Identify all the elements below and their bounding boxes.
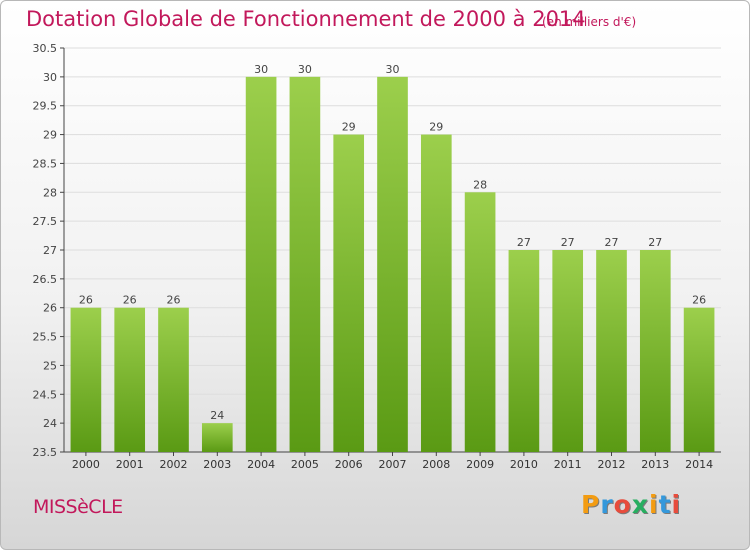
y-tick-label: 26 [43,302,57,315]
bar [552,250,584,452]
y-tick-label: 29.5 [33,100,58,113]
brand-letter: i [649,490,659,519]
x-tick-label: 2002 [160,458,188,471]
bar-value-label: 30 [298,63,312,76]
bar [201,423,233,452]
y-tick-label: 30.5 [33,42,58,55]
bar [70,307,102,452]
brand-letter: P [581,490,601,519]
x-tick-label: 2011 [554,458,582,471]
brand-letter: i [671,490,682,519]
y-tick-label: 30 [43,71,57,84]
bar [508,250,540,452]
bar [333,134,365,453]
x-tick-label: 2008 [422,458,450,471]
brand-letter: o [613,490,632,519]
y-tick-label: 25.5 [33,331,58,344]
bar-value-label: 27 [605,236,619,249]
y-tick-label: 27.5 [33,215,58,228]
bar [114,307,146,452]
bar-value-label: 26 [167,294,181,307]
bar-value-label: 27 [561,236,575,249]
data-labels: 26 26 26 24 30 30 29 30 29 28 27 27 27 27 26 [79,63,706,422]
brand-letter: t [658,490,672,519]
x-tick-label: 2014 [685,458,713,471]
x-tick-label: 2001 [116,458,144,471]
proxiti-logo[interactable]: Proxiti [581,490,681,519]
commune-name: MISSèCLE [33,496,123,518]
bar-value-label: 27 [517,236,531,249]
bar [245,76,277,452]
y-tick-label: 23.5 [33,446,58,459]
bar [639,250,671,452]
x-tick-label: 2004 [247,458,275,471]
bar [683,307,715,452]
chart-subtitle: (en milliers d'€) [542,15,637,29]
bar-value-label: 26 [692,294,706,307]
x-tick-label: 2000 [72,458,100,471]
bar [596,250,627,452]
bar-value-label: 29 [342,121,356,134]
bar-value-label: 24 [210,409,224,422]
y-tick-label: 28 [43,186,57,199]
bar-value-label: 26 [123,294,137,307]
bar-value-label: 28 [473,178,487,191]
bar-value-label: 29 [429,121,443,134]
bar-value-label: 27 [648,236,662,249]
y-tick-label: 28.5 [33,157,58,170]
y-tick-label: 24.5 [33,388,58,401]
x-tick-label: 2003 [203,458,231,471]
x-tick-label: 2010 [510,458,538,471]
y-tick-label: 29 [43,129,57,142]
x-tick-label: 2005 [291,458,319,471]
x-tick-label: 2006 [335,458,363,471]
bar [158,307,189,452]
bar [289,76,321,452]
x-tick-label: 2007 [379,458,407,471]
x-tick-label: 2009 [466,458,494,471]
y-tick-label: 27 [43,244,57,257]
y-tick-label: 25 [43,359,57,372]
bar-value-label: 30 [386,63,400,76]
brand-letter: r [600,490,614,519]
bar-value-label: 26 [79,294,93,307]
bar [464,192,496,453]
y-tick-label: 24 [43,417,57,430]
bar [420,134,452,453]
bars [70,76,715,453]
x-tick-label: 2012 [598,458,626,471]
bar [377,76,408,452]
bar-value-label: 30 [254,63,268,76]
y-tick-label: 26.5 [33,273,58,286]
x-tick-label: 2013 [641,458,669,471]
brand-letter: x [631,490,649,519]
chart-title: Dotation Globale de Fonctionnement de 20… [26,7,586,31]
